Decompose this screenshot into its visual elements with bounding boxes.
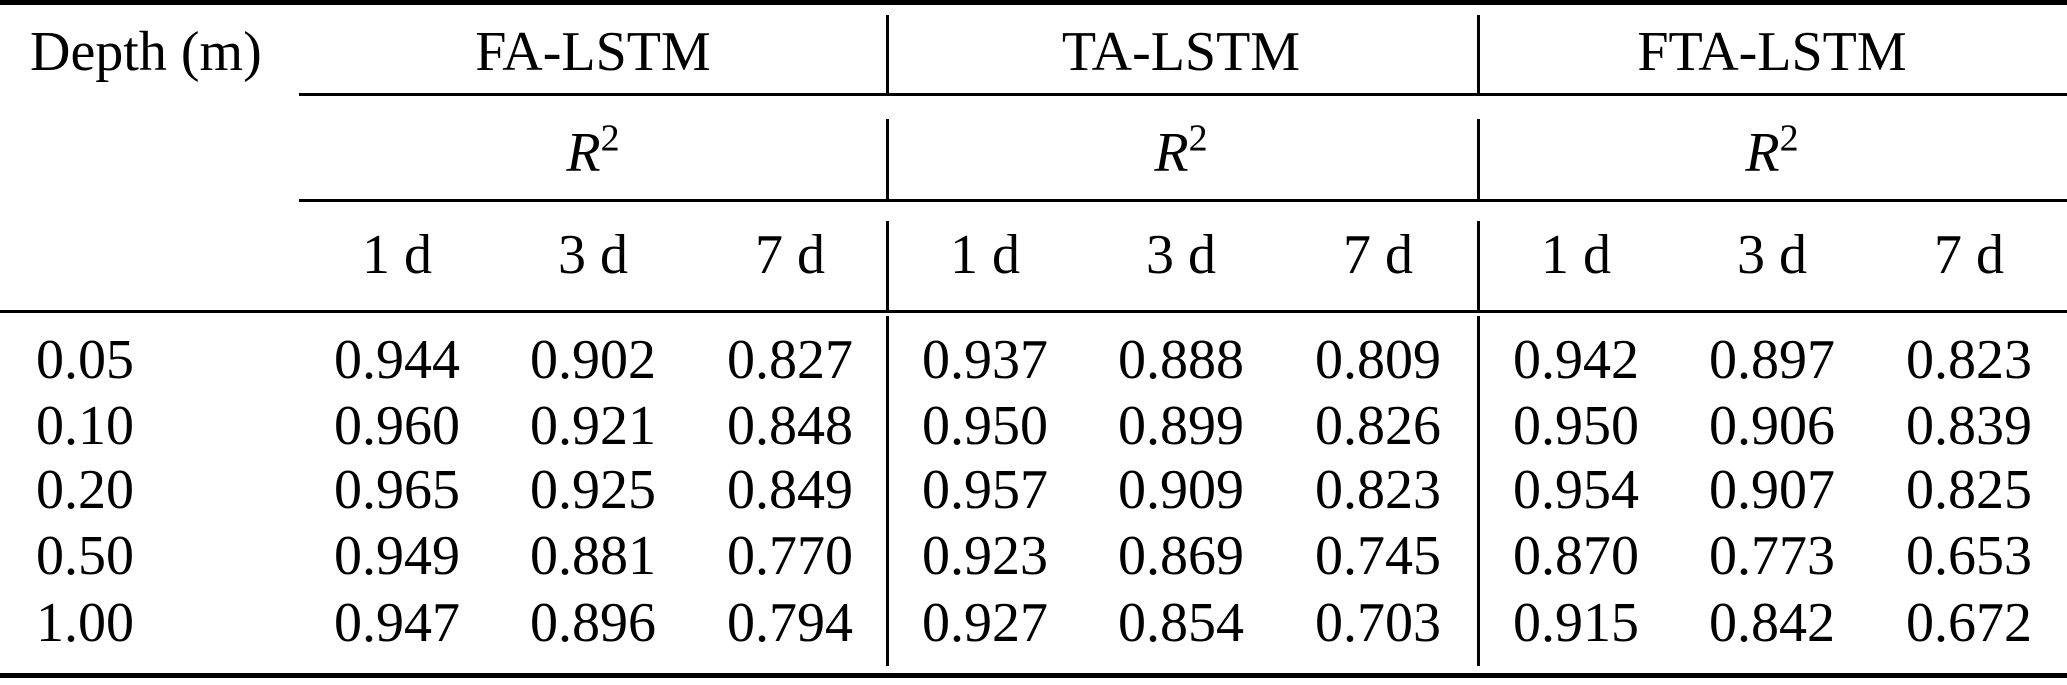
value-cell: 0.839 (1906, 395, 2032, 457)
metric-exponent: 2 (600, 117, 620, 160)
value-cell: 0.909 (1118, 459, 1244, 521)
value-cell: 0.944 (334, 329, 460, 391)
value-cell: 0.950 (922, 395, 1048, 457)
depth-cell: 0.10 (36, 395, 134, 457)
value-cell: 0.899 (1118, 395, 1244, 457)
corner-header-depth: Depth (m) (30, 21, 262, 83)
vertical-divider-2-metric (1477, 119, 1480, 199)
value-cell: 0.825 (1906, 459, 2032, 521)
leadtime-header-ta-1d: 1 d (950, 224, 1020, 286)
depth-cell: 0.20 (36, 459, 134, 521)
value-cell: 0.672 (1906, 592, 2032, 654)
value-cell: 0.870 (1513, 525, 1639, 587)
value-cell: 0.954 (1513, 459, 1639, 521)
leadtime-header-fa-3d: 3 d (558, 224, 628, 286)
metric-header-ta: R2 (1154, 120, 1207, 181)
value-cell: 0.906 (1709, 395, 1835, 457)
vertical-divider-2-leadtimes (1477, 221, 1480, 310)
vertical-divider-2-body (1477, 316, 1480, 666)
metric-exponent: 2 (1779, 117, 1799, 160)
header-body-separator (0, 310, 2067, 313)
value-cell: 0.942 (1513, 329, 1639, 391)
value-cell: 0.809 (1315, 329, 1441, 391)
value-cell: 0.653 (1906, 525, 2032, 587)
group-header-fta-lstm: FTA-LSTM (1637, 21, 1907, 83)
value-cell: 0.794 (727, 592, 853, 654)
value-cell: 0.965 (334, 459, 460, 521)
value-cell: 0.848 (727, 395, 853, 457)
top-rule (0, 0, 2067, 5)
leadtime-header-fa-1d: 1 d (362, 224, 432, 286)
value-cell: 0.823 (1315, 459, 1441, 521)
value-cell: 0.849 (727, 459, 853, 521)
value-cell: 0.703 (1315, 592, 1441, 654)
leadtime-header-fa-7d: 7 d (755, 224, 825, 286)
vertical-divider-2-header (1477, 15, 1480, 93)
value-cell: 0.923 (922, 525, 1048, 587)
value-cell: 0.937 (922, 329, 1048, 391)
value-cell: 0.888 (1118, 329, 1244, 391)
group-header-ta-lstm: TA-LSTM (1061, 21, 1301, 83)
value-cell: 0.947 (334, 592, 460, 654)
metric-header-fta: R2 (1745, 120, 1798, 181)
value-cell: 0.902 (530, 329, 656, 391)
value-cell: 0.950 (1513, 395, 1639, 457)
vertical-divider-1-header (886, 15, 889, 93)
metric-header-underline (299, 199, 2067, 202)
value-cell: 0.826 (1315, 395, 1441, 457)
value-cell: 0.745 (1315, 525, 1441, 587)
value-cell: 0.949 (334, 525, 460, 587)
value-cell: 0.896 (530, 592, 656, 654)
leadtime-header-fta-7d: 7 d (1934, 224, 2004, 286)
value-cell: 0.927 (922, 592, 1048, 654)
depth-cell: 1.00 (36, 592, 134, 654)
value-cell: 0.770 (727, 525, 853, 587)
value-cell: 0.915 (1513, 592, 1639, 654)
leadtime-header-ta-7d: 7 d (1343, 224, 1413, 286)
bottom-rule (0, 673, 2067, 678)
vertical-divider-1-body (886, 316, 889, 666)
value-cell: 0.773 (1709, 525, 1835, 587)
value-cell: 0.869 (1118, 525, 1244, 587)
value-cell: 0.960 (334, 395, 460, 457)
metric-exponent: 2 (1188, 117, 1208, 160)
metric-symbol: R (566, 121, 601, 184)
vertical-divider-1-leadtimes (886, 221, 889, 310)
value-cell: 0.827 (727, 329, 853, 391)
value-cell: 0.842 (1709, 592, 1835, 654)
value-cell: 0.925 (530, 459, 656, 521)
value-cell: 0.897 (1709, 329, 1835, 391)
depth-cell: 0.50 (36, 525, 134, 587)
metric-symbol: R (1154, 121, 1189, 184)
metric-symbol: R (1745, 121, 1780, 184)
depth-cell: 0.05 (36, 329, 134, 391)
group-header-fa-lstm: FA-LSTM (475, 21, 711, 83)
value-cell: 0.823 (1906, 329, 2032, 391)
value-cell: 0.854 (1118, 592, 1244, 654)
leadtime-header-fta-1d: 1 d (1541, 224, 1611, 286)
value-cell: 0.957 (922, 459, 1048, 521)
group-header-underline (299, 93, 2067, 96)
value-cell: 0.881 (530, 525, 656, 587)
leadtime-header-fta-3d: 3 d (1737, 224, 1807, 286)
value-cell: 0.921 (530, 395, 656, 457)
leadtime-header-ta-3d: 3 d (1146, 224, 1216, 286)
vertical-divider-1-metric (886, 119, 889, 199)
metric-header-fa: R2 (566, 120, 619, 181)
value-cell: 0.907 (1709, 459, 1835, 521)
